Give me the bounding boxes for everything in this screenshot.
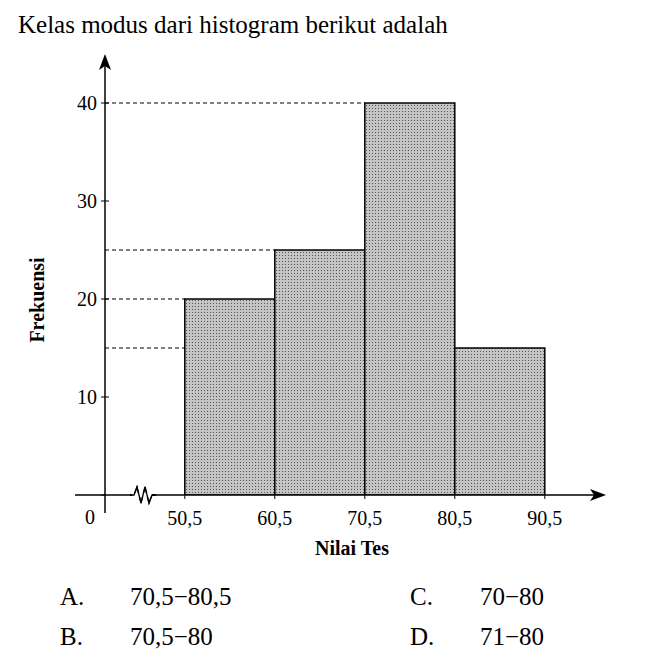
option-text: 70−80 (480, 583, 544, 610)
bars (185, 103, 545, 495)
axis-break (130, 487, 156, 503)
bar (275, 250, 365, 495)
y-tick-label: 30 (77, 190, 97, 212)
y-tick-label: 10 (77, 386, 97, 408)
guide-line (105, 250, 275, 251)
guide-line (105, 103, 365, 104)
bar (455, 348, 545, 495)
y-tick-label: 40 (77, 92, 97, 114)
option-text: 71−80 (480, 623, 544, 650)
page: Kelas modus dari histogram berikut adala… (0, 0, 665, 663)
x-axis-label: Nilai Tes (315, 537, 389, 559)
x-tick (454, 495, 455, 499)
option-letter: A. (60, 583, 84, 610)
option-letter: D. (410, 623, 434, 650)
y-axis-label: Frekuensi (26, 257, 48, 343)
option-letter: C. (410, 583, 433, 610)
y-axis (104, 62, 106, 513)
y-tick (101, 495, 105, 496)
x-tick-label: 60,5 (257, 507, 292, 529)
question: Kelas modus dari histogram berikut adala… (18, 11, 448, 38)
y-tick-label: 0 (85, 506, 95, 528)
x-tick (274, 495, 275, 499)
y-tick (101, 201, 109, 202)
y-tick (101, 103, 109, 104)
y-axis-arrow (99, 54, 111, 70)
x-tick-label: 80,5 (437, 507, 472, 529)
x-tick-label: 70,5 (347, 507, 382, 529)
guide-line (105, 299, 185, 300)
y-tick (101, 397, 109, 398)
bar (365, 103, 455, 495)
option-text: 70,5−80,5 (130, 583, 232, 610)
x-axis-arrow (590, 489, 606, 501)
x-tick (184, 495, 185, 499)
axis-break-line (130, 487, 156, 503)
x-tick-label: 50,5 (167, 507, 202, 529)
x-tick-label: 90,5 (527, 507, 562, 529)
x-tick (364, 495, 365, 499)
option-text: 70,5−80 (130, 623, 213, 650)
x-tick (544, 495, 545, 499)
y-tick-label: 20 (77, 288, 97, 310)
y-tick (101, 299, 109, 300)
bar (185, 299, 275, 495)
option-letter: B. (60, 623, 83, 650)
